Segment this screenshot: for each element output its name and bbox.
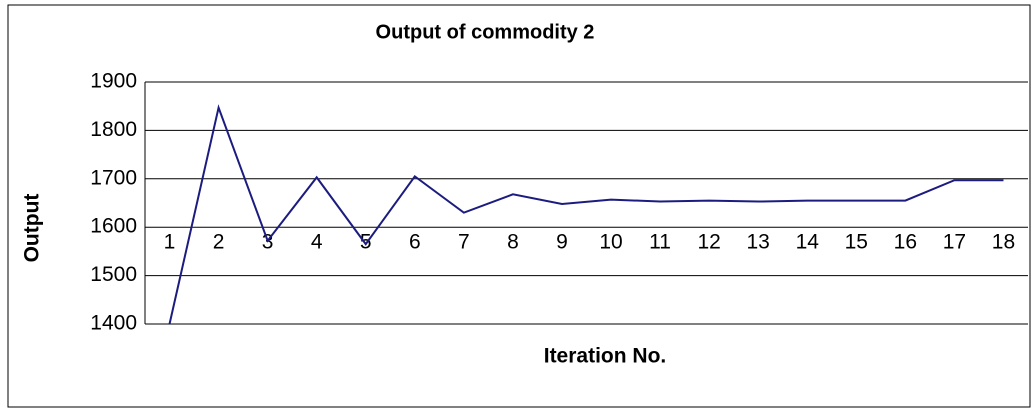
x-tick-label: 13 [747, 231, 770, 254]
y-tick-label: 1400 [90, 312, 137, 335]
y-tick-label: 1600 [90, 215, 137, 238]
x-tick-label: 2 [213, 231, 225, 254]
y-tick-label: 1700 [90, 166, 137, 189]
x-tick-label: 5 [360, 231, 372, 254]
x-tick-label: 9 [556, 231, 568, 254]
x-tick-label: 10 [599, 231, 622, 254]
x-tick-label: 1 [164, 231, 176, 254]
x-tick-label: 16 [894, 231, 917, 254]
x-tick-label: 4 [311, 231, 323, 254]
x-tick-label: 7 [458, 231, 470, 254]
y-tick-label: 1900 [90, 70, 137, 93]
x-tick-label: 18 [992, 231, 1015, 254]
y-tick-label: 1800 [90, 118, 137, 141]
x-tick-label: 17 [943, 231, 966, 254]
y-axis-title: Output [21, 194, 44, 263]
x-tick-label: 11 [649, 231, 671, 254]
x-axis-title: Iteration No. [544, 345, 667, 368]
x-tick-label: 12 [697, 231, 720, 254]
x-tick-label: 8 [507, 231, 519, 254]
chart-border [7, 4, 1031, 408]
x-tick-label: 14 [796, 231, 820, 254]
y-tick-label: 1500 [90, 263, 137, 286]
line-series [168, 104, 1004, 325]
x-tick-label: 6 [409, 231, 421, 254]
chart-title: Output of commodity 2 [376, 21, 595, 43]
x-tick-label: 15 [845, 231, 868, 254]
